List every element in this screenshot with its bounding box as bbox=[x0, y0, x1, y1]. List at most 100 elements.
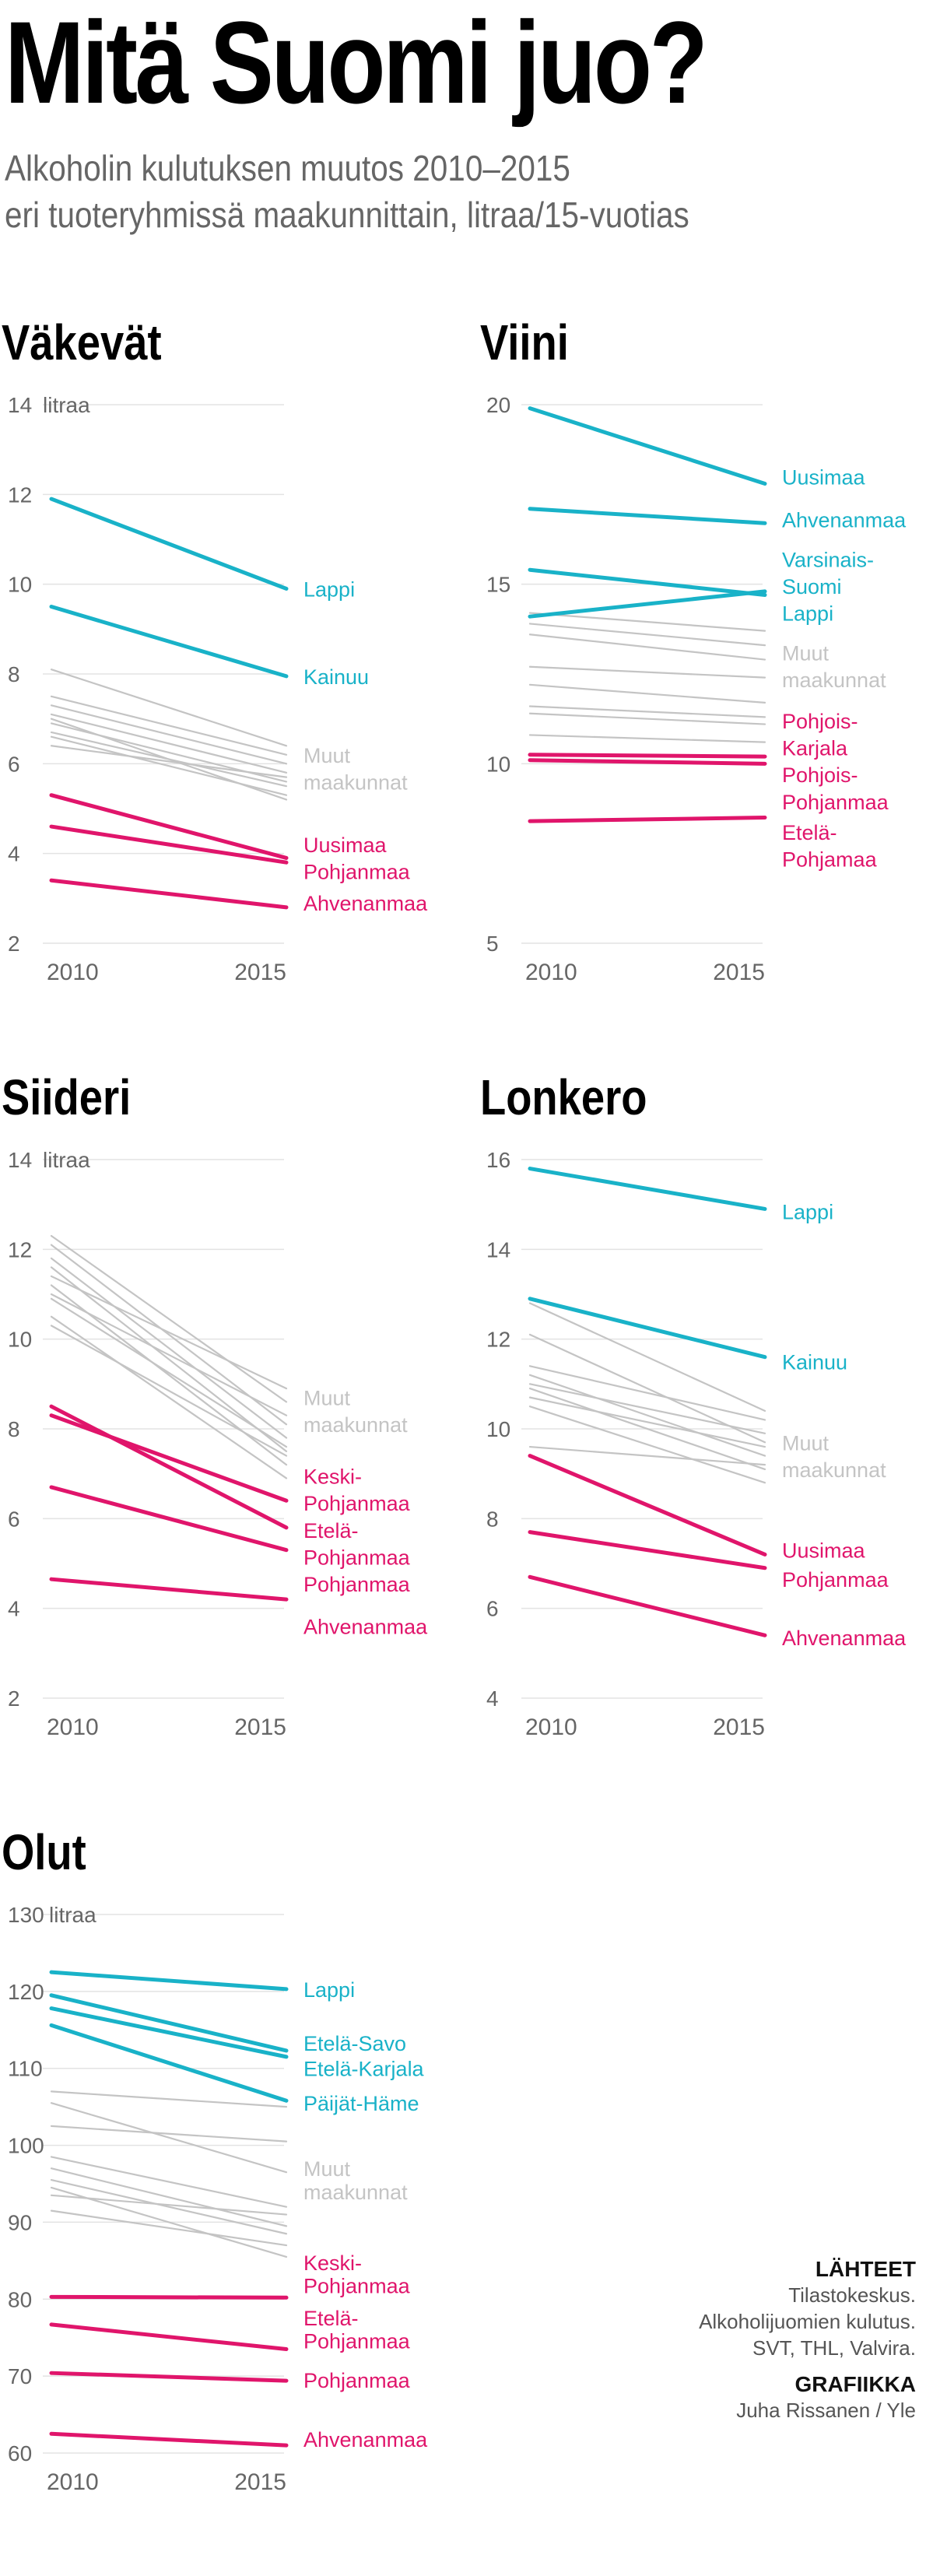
series-line-ahvenanmaa bbox=[528, 507, 767, 525]
series-line-lappi bbox=[49, 1970, 289, 1992]
series-label-muut: Muut bbox=[303, 744, 351, 767]
series-line-uusimaa bbox=[49, 793, 289, 860]
unit-label: litraa bbox=[43, 1148, 90, 1172]
series-line-pohjanmaa bbox=[49, 2371, 289, 2383]
source-line-3: SVT, THL, Valvira. bbox=[752, 2336, 916, 2360]
y-tick-label: 70 bbox=[8, 2364, 32, 2388]
sources-block: LÄHTEET Tilastokeskus. Alkoholijuomien k… bbox=[589, 2257, 916, 2423]
series-label-etela-karjala: Etelä-Karjala bbox=[303, 2058, 425, 2081]
series-label-pohjanmaa: Pohjanmaa bbox=[303, 861, 411, 884]
series-line-uusimaa bbox=[528, 406, 767, 486]
x-tick-label: 2010 bbox=[47, 960, 99, 985]
unit-label: litraa bbox=[49, 1903, 96, 1927]
sources-heading: LÄHTEET bbox=[815, 2257, 916, 2281]
y-tick-label: 10 bbox=[8, 1328, 32, 1352]
series-line-etela-pohjanmaa bbox=[49, 2322, 289, 2352]
subtitle-line-2: eri tuoteryhmissä maakunnittain, litraa/… bbox=[5, 195, 689, 235]
y-tick-label: 6 bbox=[8, 1507, 20, 1531]
chart-lonkero: Lonkero 4 6 8 10 12 14 16 2010 2015 Lappi Kainuu Muu… bbox=[480, 1069, 907, 1740]
series-label-pohjois: Pohjois- bbox=[782, 763, 858, 787]
series-label-kainuu: Kainuu bbox=[303, 665, 369, 689]
series-label-paijat-hame: Päijät-Häme bbox=[303, 2092, 419, 2115]
series-label-uusimaa: Uusimaa bbox=[782, 1539, 866, 1563]
x-tick-label: 2015 bbox=[234, 1714, 286, 1740]
series-line-other bbox=[50, 2194, 288, 2216]
chart-vakevat: Väkevät 2 4 6 8 10 12 14 litraa 2010 2015 Lappi Kain… bbox=[2, 314, 428, 985]
y-tick-label: 14 bbox=[8, 393, 32, 417]
series-label-pohjanmaa: Pohjanmaa bbox=[303, 2274, 411, 2297]
y-tick-label: 16 bbox=[486, 1148, 510, 1172]
series-line-other bbox=[528, 734, 766, 743]
series-line-other bbox=[528, 1396, 766, 1448]
chart-siideri: Siideri 2 4 6 8 10 12 14 litraa 2010 2015 Muut maaku… bbox=[2, 1069, 428, 1740]
x-tick-label: 2015 bbox=[713, 1714, 765, 1740]
y-tick-label: 80 bbox=[8, 2287, 32, 2311]
y-tick-label: 20 bbox=[486, 393, 510, 417]
series-line-ahvenanmaa bbox=[49, 2431, 289, 2448]
y-tick-label: 12 bbox=[486, 1328, 510, 1352]
series-label-kainuu: Kainuu bbox=[782, 1351, 847, 1374]
series-label-ahvenanmaa: Ahvenanmaa bbox=[782, 1627, 907, 1650]
series-line-other bbox=[50, 1266, 288, 1452]
y-tick-label: 8 bbox=[486, 1507, 499, 1531]
x-tick-label: 2015 bbox=[234, 960, 286, 985]
series-line-lappi bbox=[528, 1167, 767, 1211]
chart-title-lonkero: Lonkero bbox=[480, 1069, 647, 1125]
subtitle-line-1: Alkoholin kulutuksen muutos 2010–2015 bbox=[5, 148, 570, 188]
series-label-pohjanmaa: Pohjanmaa bbox=[303, 1573, 411, 1596]
chart-title-viini: Viini bbox=[480, 314, 569, 370]
series-label-pohjanmaa: Pohjanmaa bbox=[782, 791, 889, 814]
series-label-uusimaa: Uusimaa bbox=[782, 465, 866, 489]
series-line-other bbox=[528, 1445, 766, 1466]
series-line-other bbox=[50, 695, 288, 756]
y-tick-label: 2 bbox=[8, 932, 20, 956]
series-line-other bbox=[50, 745, 288, 778]
series-line-other bbox=[528, 683, 766, 704]
y-tick-label: 10 bbox=[486, 752, 510, 776]
y-tick-label: 110 bbox=[8, 2057, 43, 2081]
chart-title-olut: Olut bbox=[2, 1824, 86, 1880]
series-line-muut-maakunnat bbox=[528, 1302, 766, 1413]
y-tick-label: 10 bbox=[486, 1417, 510, 1441]
series-line-other bbox=[50, 704, 288, 765]
series-label-keski: Keski- bbox=[303, 2251, 362, 2275]
graphics-heading: GRAFIIKKA bbox=[794, 2372, 916, 2396]
series-line-varsinais-suomi bbox=[528, 567, 767, 598]
y-tick-label: 15 bbox=[486, 573, 510, 597]
series-line-other bbox=[50, 2209, 288, 2247]
series-label-pohjanmaa: Pohjanmaa bbox=[303, 2369, 411, 2392]
series-line-other bbox=[50, 713, 288, 774]
y-tick-label: 12 bbox=[8, 483, 32, 507]
series-line-other bbox=[528, 1387, 766, 1471]
series-label-muut: Muut bbox=[303, 1387, 351, 1410]
series-label-pohjanmaa: Pohjanmaa bbox=[303, 1492, 411, 1515]
series-line-kainuu bbox=[528, 1297, 767, 1360]
x-tick-label: 2010 bbox=[525, 1714, 577, 1740]
series-label-etela: Etelä- bbox=[303, 1519, 359, 1542]
series-line-other bbox=[528, 665, 766, 679]
series-label-lappi: Lappi bbox=[303, 577, 355, 601]
series-line-other bbox=[50, 1315, 288, 1479]
series-label-uusimaa: Uusimaa bbox=[303, 834, 388, 857]
series-line-other bbox=[528, 712, 766, 725]
x-tick-label: 2010 bbox=[47, 1714, 99, 1740]
series-line-other bbox=[528, 1406, 766, 1484]
series-line-other bbox=[50, 2178, 288, 2235]
series-label-etela: Etelä- bbox=[303, 2307, 359, 2330]
series-line-other bbox=[528, 633, 766, 661]
series-line-other bbox=[528, 1374, 766, 1457]
y-tick-label: 4 bbox=[8, 1597, 20, 1621]
series-line-uusimaa bbox=[528, 1454, 767, 1556]
series-line-other bbox=[50, 1325, 288, 1457]
series-label-ahvenanmaa: Ahvenanmaa bbox=[303, 892, 428, 915]
series-line-ahvenanmaa bbox=[49, 878, 289, 910]
y-tick-label: 90 bbox=[8, 2210, 32, 2234]
series-line-other bbox=[50, 1257, 288, 1439]
x-tick-label: 2015 bbox=[234, 2469, 286, 2495]
series-line-other bbox=[528, 705, 766, 718]
x-tick-label: 2010 bbox=[525, 960, 577, 985]
series-line-pohjanmaa bbox=[49, 1485, 289, 1553]
y-tick-label: 120 bbox=[8, 1980, 44, 2004]
source-line-1: Tilastokeskus. bbox=[788, 2283, 916, 2307]
y-tick-label: 8 bbox=[8, 662, 20, 686]
